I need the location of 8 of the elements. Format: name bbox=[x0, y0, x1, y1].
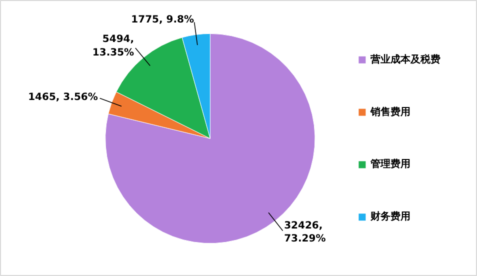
data-label: 5494, 13.35% bbox=[92, 34, 134, 58]
data-label: 1775, 9.8% bbox=[131, 14, 194, 26]
legend-label: 管理费用 bbox=[370, 158, 411, 170]
legend-label: 财务费用 bbox=[370, 210, 411, 223]
legend-label: 销售费用 bbox=[370, 106, 411, 118]
legend-label: 营业成本及税费 bbox=[370, 53, 441, 66]
data-label: 1465, 3.56% bbox=[28, 92, 98, 104]
data-label: 32426, 73.29% bbox=[284, 220, 326, 245]
